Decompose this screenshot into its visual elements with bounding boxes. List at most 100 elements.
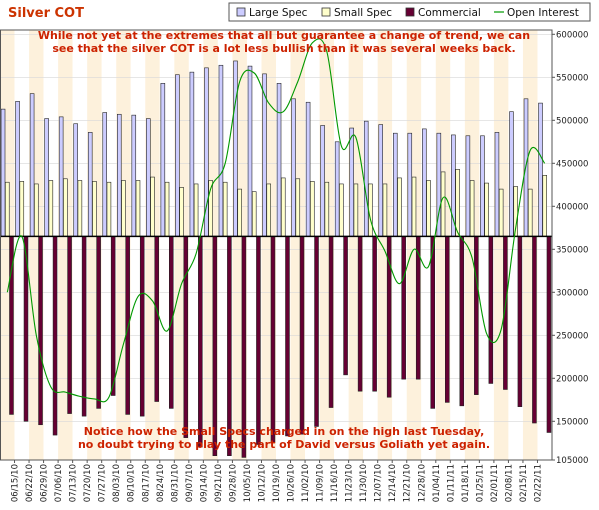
small-spec-bar [353, 183, 359, 237]
small-spec-bar [63, 178, 68, 237]
commercial-bar [212, 236, 218, 456]
commercial-bar [430, 236, 435, 409]
x-tick-label: 11/09/10 [316, 464, 326, 502]
large-spec-bar [465, 135, 471, 237]
large-spec-bar [392, 132, 398, 237]
y-tick-label: 350000 [556, 245, 588, 255]
large-spec-bar [117, 113, 122, 237]
large-spec-bar [73, 123, 78, 237]
x-tick-label: 11/16/10 [330, 464, 340, 502]
commercial-bar [386, 236, 392, 398]
small-spec-bar [5, 181, 10, 237]
annotation-top-line-1: While not yet at the extremes that all b… [38, 29, 530, 42]
small-spec-bar [19, 181, 25, 237]
large-spec-bar [494, 132, 500, 237]
small-spec-bar [179, 187, 184, 237]
annotation-top-line-2: see that the silver COT is a lot less bu… [52, 42, 515, 55]
large-spec-bar [44, 118, 49, 237]
large-spec-bar [233, 60, 238, 237]
small-spec-bar [92, 181, 97, 237]
small-spec-bar [426, 180, 431, 237]
x-tick-label: 08/10/10 [127, 464, 137, 502]
commercial-bar [488, 236, 494, 384]
y-tick-label: 200000 [556, 374, 588, 384]
small-spec-bar [469, 180, 475, 237]
y-tick-label: 250000 [556, 331, 588, 341]
x-tick-label: 09/28/10 [228, 464, 238, 502]
x-tick-label: 12/21/10 [403, 464, 413, 502]
legend: Large Spec Small Spec Commercial Open In… [228, 2, 591, 22]
commercial-bar [270, 236, 276, 444]
large-spec-bar [58, 116, 64, 237]
x-tick-label: 10/12/10 [257, 464, 267, 502]
x-tick-label: 07/27/10 [98, 464, 108, 502]
x-tick-label: 10/05/10 [243, 464, 253, 502]
small-spec-bar [121, 180, 126, 237]
commercial-bar [459, 236, 465, 407]
small-spec-bar [150, 176, 155, 237]
large-spec-bar [218, 64, 224, 237]
x-tick-label: 01/04/11 [432, 464, 442, 502]
large-spec-bar [87, 132, 93, 237]
large-spec-bar [15, 101, 20, 237]
commercial-bar [52, 236, 58, 436]
legend-label-small-spec: Small Spec [334, 7, 392, 19]
small-spec-bar [455, 169, 460, 237]
commercial-bar [198, 236, 203, 448]
x-tick-label: 06/15/10 [11, 464, 21, 502]
x-tick-label: 07/20/10 [83, 464, 93, 502]
commercial-bar [299, 236, 305, 435]
commercial-bar [546, 236, 552, 433]
x-tick-label: 06/22/10 [25, 464, 35, 502]
large-spec-bar [29, 93, 35, 237]
large-spec-bar [334, 141, 340, 237]
commercial-bar [38, 236, 43, 426]
commercial-bar [517, 236, 523, 407]
legend-label-open-interest: Open Interest [507, 7, 579, 19]
commercial-bar [328, 236, 334, 408]
large-spec-bar [247, 65, 253, 237]
x-tick-label: 01/25/11 [475, 464, 485, 502]
x-tick-label: 08/31/10 [170, 464, 180, 502]
annotation-bottom-line-2: no doubt trying to play the part of Davi… [78, 438, 490, 451]
large-spec-bar [0, 108, 6, 237]
commercial-bar [285, 236, 290, 437]
y-tick-label: 500000 [556, 116, 588, 126]
large-spec-bar [131, 114, 137, 237]
small-spec-bar [281, 177, 286, 237]
commercial-bar [357, 236, 363, 392]
commercial-bar [96, 236, 101, 409]
small-spec-bar [339, 183, 344, 237]
x-axis-ticks: 06/15/10 06/22/10 06/29/10 07/06/10 07/13/10… [11, 460, 543, 502]
small-spec-bar [498, 188, 504, 237]
small-spec-bar [106, 181, 112, 237]
small-spec-bar [34, 183, 39, 237]
x-tick-label: 10/19/10 [272, 464, 282, 502]
commercial-bar [445, 236, 450, 403]
small-spec-bar [222, 181, 228, 237]
open-interest-line [6, 38, 546, 403]
small-spec-bar [295, 178, 301, 237]
large-spec-bar [349, 127, 354, 237]
x-tick-label: 07/06/10 [54, 464, 64, 502]
small-spec-bar [237, 188, 242, 237]
x-tick-label: 11/02/10 [301, 464, 311, 502]
y-tick-label: 300000 [556, 288, 588, 298]
commercial-bar [154, 236, 159, 402]
large-spec-bar [305, 101, 311, 237]
commercial-bar [139, 236, 145, 417]
large-spec-bar [276, 83, 282, 237]
large-spec-bar [291, 98, 296, 237]
x-tick-label: 02/22/11 [533, 464, 543, 502]
large-spec-bar [320, 125, 325, 237]
small-spec-bar [193, 183, 199, 237]
y-tick-label: 450000 [556, 159, 588, 169]
commercial-bar [415, 236, 421, 380]
small-spec-bar [310, 181, 315, 237]
open-interest-line-group [6, 38, 546, 403]
large-spec-bar [146, 118, 151, 237]
small-spec-bar [135, 180, 141, 237]
commercial-bar [314, 236, 319, 427]
